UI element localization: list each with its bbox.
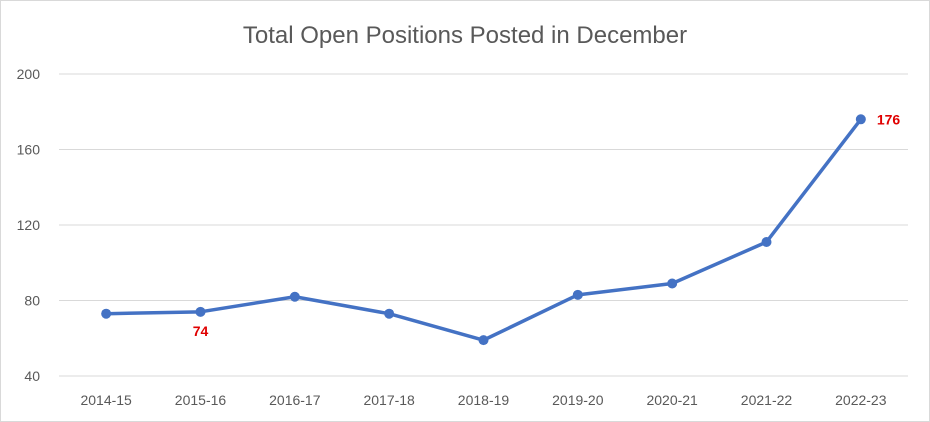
data-point bbox=[761, 236, 772, 247]
y-tick-label: 160 bbox=[17, 142, 41, 158]
y-tick-label: 80 bbox=[24, 293, 40, 309]
y-tick-label: 120 bbox=[17, 217, 41, 233]
data-point bbox=[667, 278, 678, 289]
x-tick-label: 2014-15 bbox=[80, 392, 132, 408]
x-axis-ticks: 2014-15 2015-16 2016-17 2017-18 2018-19 2019-… bbox=[80, 392, 886, 408]
data-point bbox=[572, 289, 583, 300]
data-point bbox=[289, 291, 300, 302]
x-tick-label: 2016-17 bbox=[269, 392, 321, 408]
data-labels: 74 176 bbox=[193, 111, 901, 339]
data-point bbox=[384, 308, 395, 319]
x-tick-label: 2020-21 bbox=[646, 392, 698, 408]
x-tick-label: 2017-18 bbox=[363, 392, 415, 408]
data-point bbox=[855, 114, 866, 125]
x-tick-label: 2019-20 bbox=[552, 392, 604, 408]
series-layer bbox=[101, 114, 866, 346]
data-label: 74 bbox=[193, 323, 209, 339]
data-label: 176 bbox=[877, 111, 901, 127]
data-point bbox=[101, 308, 112, 319]
y-axis-ticks: 40 80 120 160 200 bbox=[17, 66, 41, 384]
x-tick-label: 2021-22 bbox=[741, 392, 793, 408]
y-tick-label: 40 bbox=[24, 368, 40, 384]
x-tick-label: 2015-16 bbox=[175, 392, 227, 408]
gridlines bbox=[59, 73, 908, 377]
y-tick-label: 200 bbox=[17, 66, 41, 82]
data-point bbox=[478, 335, 489, 346]
chart-title: Total Open Positions Posted in December bbox=[243, 22, 687, 49]
series-line bbox=[104, 117, 863, 342]
data-point bbox=[195, 306, 206, 317]
x-tick-label: 2018-19 bbox=[458, 392, 510, 408]
x-tick-label: 2022-23 bbox=[835, 392, 887, 408]
